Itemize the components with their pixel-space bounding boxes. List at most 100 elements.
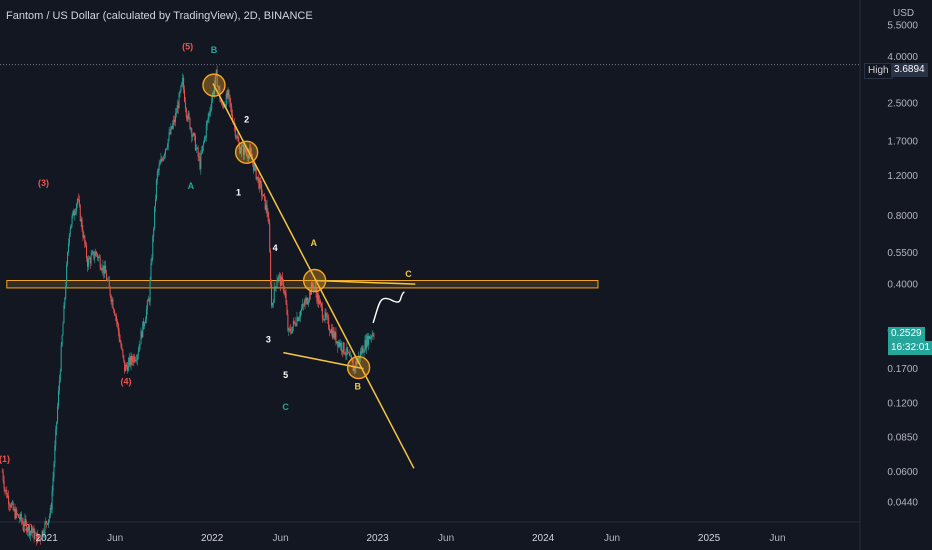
y-tick-label: 5.5000 [887,21,918,32]
candle-body [315,286,317,293]
candle-body [373,335,375,337]
y-tick-label: 0.1700 [887,364,918,375]
drawings-layer[interactable] [0,64,860,469]
candle-body [338,342,340,347]
candle-body [106,280,108,281]
candle-body [295,325,297,326]
candle-body [5,490,7,491]
y-tick-label: 0.1200 [887,399,918,410]
candle-body [19,513,21,520]
y-tick-label: 0.0440 [887,498,918,509]
candle-body [103,265,105,274]
candle-body [88,258,90,260]
y-tick-label: 0.0850 [887,433,918,444]
candle-body [86,245,88,259]
candle-body [307,302,309,305]
candle-body [297,317,299,321]
candle-body [58,379,60,391]
candle-body [226,93,228,98]
candle-body [7,495,9,498]
candle-body [153,228,155,237]
candle-body [180,85,182,92]
candle-body [243,146,245,155]
candle-body [162,159,164,161]
candle-body [332,330,334,338]
candle-body [204,137,206,139]
wave-label: 5 [283,370,288,380]
time-axis[interactable]: 2021 Jun 2022 Jun 2023 Jun 2024 Jun 2025 Jun [36,533,786,544]
candle-body [328,318,330,329]
candle-body [231,106,233,115]
wave-label: B [211,45,218,55]
candle-body [247,156,249,159]
candle-body [358,355,360,360]
candle-body [110,295,112,302]
candle-body [361,347,363,354]
candle-body [283,290,285,292]
candle-body [291,331,293,333]
candle-body [190,128,192,130]
candle-body [48,515,50,520]
candle-body [117,323,119,332]
candle-body [1,471,3,473]
candle-body [169,132,171,134]
candle-body [112,299,114,309]
candle-body [261,195,263,197]
candle-body [211,100,213,109]
candle-body [331,328,333,338]
wave-labels: (1) (2) (3) (4) (5) B A 1 2 3 4 5 C A B C [0,42,412,533]
price-axis[interactable]: 5.5000 4.0000 2.5000 1.7000 1.2000 0.8000 0.55… [887,21,918,509]
candle-body [181,82,183,86]
candle-body [329,331,331,334]
candle-body [48,519,50,525]
candle-body [50,507,52,510]
y-tick-label: 1.2000 [887,171,918,182]
candle-body [159,162,161,166]
candle-body [196,147,198,149]
candle-body [240,151,242,154]
candle-body [147,299,149,301]
candle-body [20,513,22,521]
candle-body [127,361,129,372]
candle-body [26,522,28,533]
candle-body [136,355,138,360]
candle-body [113,308,115,312]
candle-body [63,304,65,324]
candle-body [83,235,85,238]
candle-body [95,251,97,257]
candle-body [256,176,258,180]
candle-body [168,132,170,140]
candle-body [275,286,277,288]
candle-body [125,364,127,367]
grid-lines [0,0,861,550]
candle-body [122,349,124,356]
y-tick-label: 2.5000 [887,99,918,110]
candle-body [255,165,257,180]
high-value-tag: 3.6894 [891,63,928,77]
x-tick-label: Jun [769,533,785,544]
candle-body [177,105,179,109]
candle-body [154,206,156,229]
candle-body [364,340,366,352]
candle-body [271,284,273,306]
candle-body [306,297,308,305]
candle-body [310,283,312,295]
candle-body [198,156,200,158]
candle-body [164,154,166,157]
candle-body [160,158,162,163]
wave-label: A [188,181,195,191]
candle-body [339,342,341,347]
candle-body [40,538,42,540]
candle-body [239,145,241,154]
resistance-zone[interactable] [6,280,599,289]
candle-body [294,321,296,326]
candle-body [23,525,25,527]
candle-body [4,488,6,491]
candle-body [269,223,271,252]
candle-body [277,278,279,281]
candle-body [329,328,331,332]
candle-body [152,236,154,259]
candle-body [116,321,118,324]
candle-body [96,251,98,255]
